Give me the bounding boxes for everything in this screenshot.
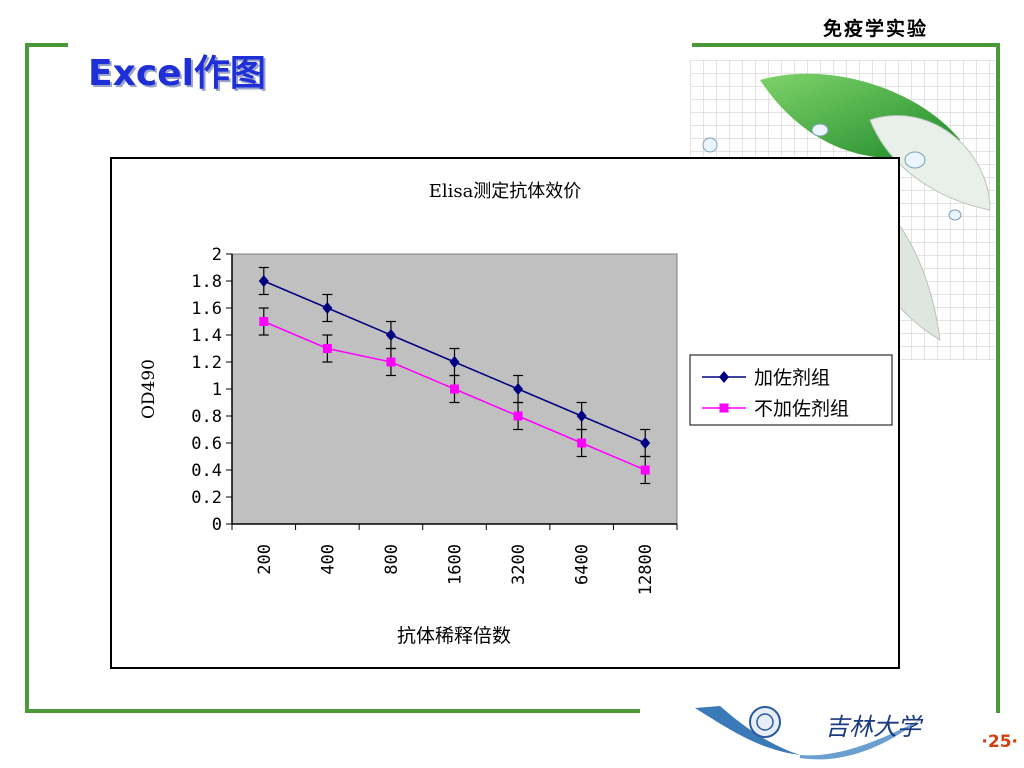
y-tick-label: 1.8: [191, 272, 222, 292]
legend-marker-diamond: [719, 371, 729, 383]
slide-title: Excel作图: [88, 53, 266, 94]
data-point-square: [450, 384, 459, 394]
y-tick-label: 0.2: [191, 488, 222, 508]
x-tick-label: 3200: [509, 544, 529, 585]
frame-bottom: [25, 709, 640, 713]
data-point-square: [513, 411, 523, 421]
data-point-diamond: [513, 383, 524, 395]
y-tick-label: 1.2: [191, 353, 222, 373]
y-tick-label: 0: [212, 515, 222, 535]
chart-container: Elisa测定抗体效价 0 0.2 0.4 0.6 0.8 1 1.2 1.4 1.6 1.8 2 …: [110, 157, 900, 669]
x-tick-label: 400: [318, 544, 338, 575]
y-axis-label: OD490: [139, 359, 159, 419]
chart-title: Elisa测定抗体效价: [429, 181, 582, 202]
x-axis-label: 抗体稀释倍数: [397, 625, 511, 647]
page-number: ·25·: [981, 732, 1018, 752]
frame-left: [25, 43, 29, 713]
y-tick-label: 0.8: [191, 407, 222, 427]
frame-top-left: [25, 43, 68, 47]
data-point-square: [577, 438, 587, 448]
university-logo: 吉林大学: [695, 706, 924, 760]
y-tick-label: 1.4: [191, 326, 222, 346]
data-point-diamond: [322, 302, 333, 314]
y-tick-label: 0.6: [191, 434, 222, 454]
y-tick-label: 2: [212, 245, 222, 265]
frame-right: [996, 43, 1000, 713]
data-point-diamond: [576, 410, 587, 422]
legend-label: 不加佐剂组: [754, 398, 849, 420]
y-tick-label: 1: [212, 380, 222, 400]
x-tick-label: 200: [255, 544, 275, 575]
elisa-chart: Elisa测定抗体效价 00.20.40.60.811.21.41.61.82 …: [139, 181, 893, 647]
frame-top-right: [692, 43, 1000, 47]
y-tick-label: 1.6: [191, 299, 222, 319]
data-point-diamond: [449, 356, 460, 368]
university-name: 吉林大学: [825, 713, 924, 741]
legend-label: 加佐剂组: [754, 367, 830, 389]
x-tick-label: 12800: [636, 544, 656, 595]
x-tick-label: 1600: [446, 544, 466, 585]
data-point-square: [640, 465, 650, 475]
x-tick-label: 800: [382, 544, 402, 575]
data-point-square: [259, 317, 269, 326]
course-title: 免疫学实验: [822, 18, 928, 40]
x-tick-label: 6400: [573, 544, 593, 585]
y-tick-label: 0.4: [191, 461, 222, 481]
data-point-diamond: [640, 437, 651, 449]
data-point-square: [322, 344, 332, 353]
legend-marker-square: [719, 403, 729, 413]
data-point-diamond: [385, 329, 396, 341]
data-point-square: [386, 357, 396, 367]
data-point-diamond: [258, 275, 269, 287]
